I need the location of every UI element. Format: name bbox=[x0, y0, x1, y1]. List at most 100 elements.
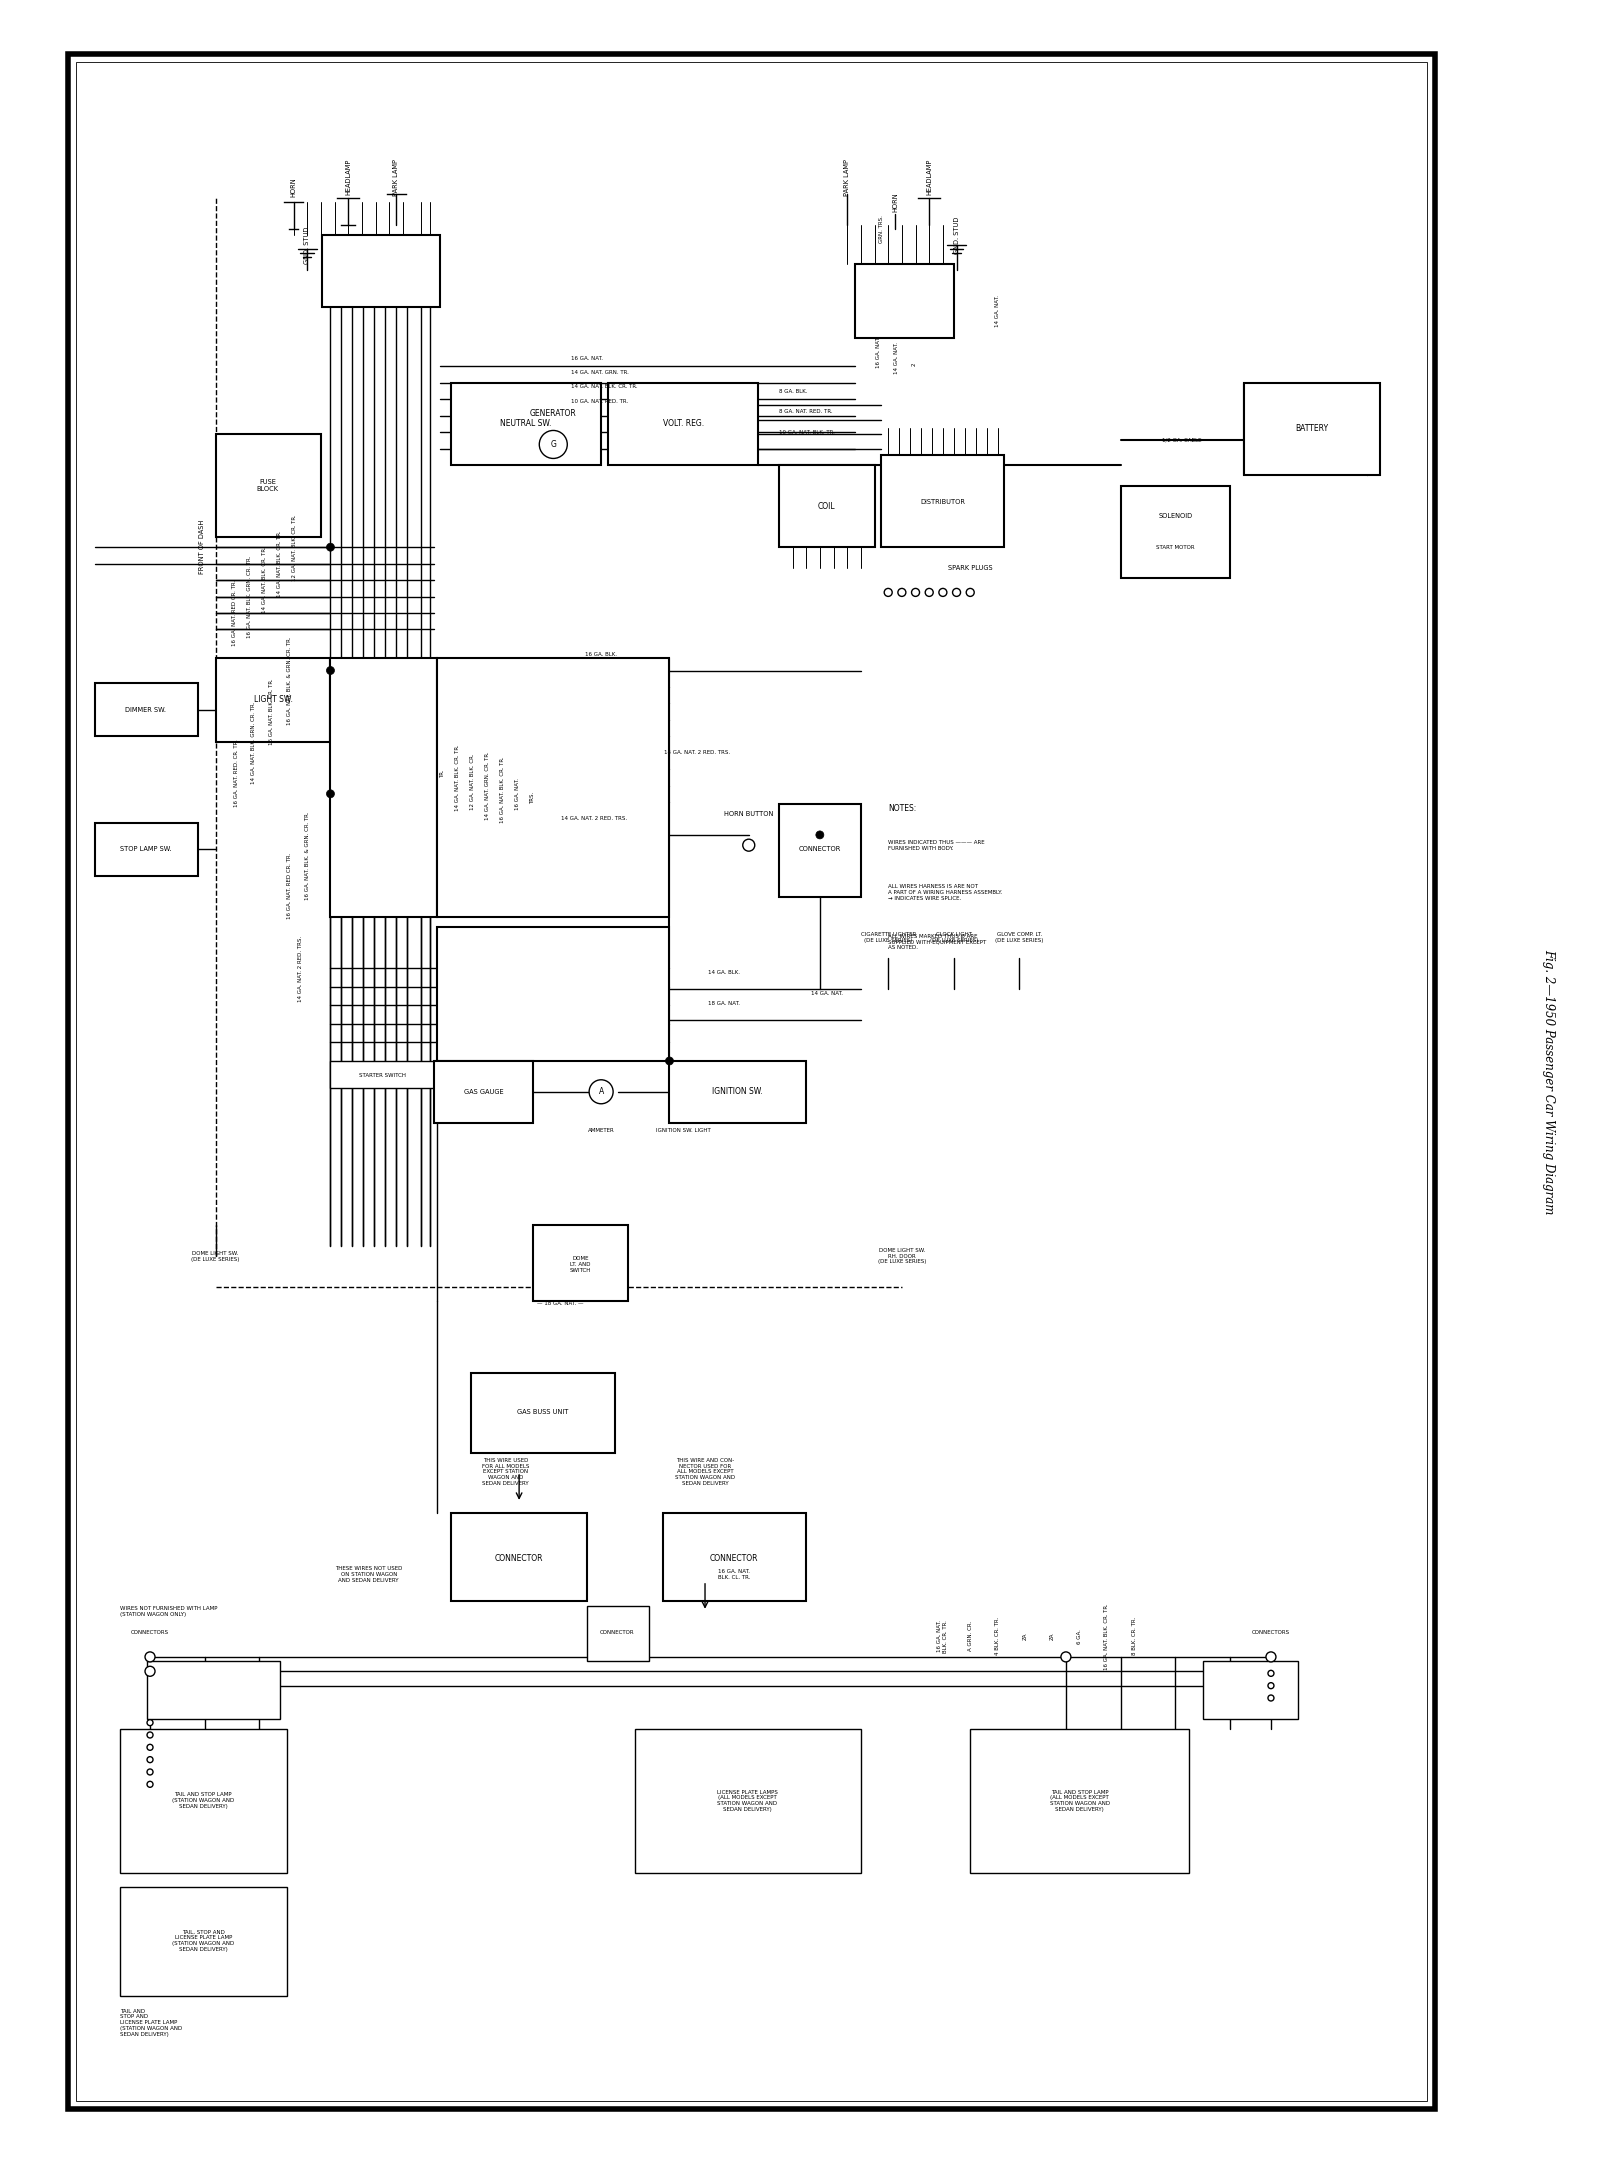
Text: 14 GA. NAT.: 14 GA. NAT. bbox=[995, 294, 1000, 327]
Text: THIS WIRE USED
FOR ALL MODELS
EXCEPT STATION
WAGON AND
SEDAN DELIVERY: THIS WIRE USED FOR ALL MODELS EXCEPT STA… bbox=[482, 1459, 530, 1487]
Bar bbox=[216, 658, 331, 742]
Bar bbox=[856, 264, 954, 338]
Bar bbox=[970, 1729, 1189, 1872]
Bar bbox=[662, 1513, 806, 1601]
Text: AMMETER: AMMETER bbox=[587, 1127, 614, 1134]
Text: THESE WIRES NOT USED
ON STATION WAGON
AND SEDAN DELIVERY: THESE WIRES NOT USED ON STATION WAGON AN… bbox=[334, 1567, 403, 1584]
Text: GENERATOR: GENERATOR bbox=[530, 409, 576, 418]
Text: CONNECTORS: CONNECTORS bbox=[1251, 1629, 1290, 1634]
Text: — 18 GA. NAT. —: — 18 GA. NAT. — bbox=[538, 1301, 584, 1305]
Text: 14 GA. NAT. BLK. CR. TR.: 14 GA. NAT. BLK. CR. TR. bbox=[454, 744, 461, 812]
Circle shape bbox=[966, 589, 974, 597]
Bar bbox=[434, 1060, 533, 1123]
Bar bbox=[669, 1060, 806, 1123]
Bar bbox=[882, 454, 1005, 547]
Text: TRS.: TRS. bbox=[530, 792, 536, 805]
Bar bbox=[1120, 485, 1230, 578]
Bar bbox=[635, 1729, 861, 1872]
Text: 16 GA. NAT.: 16 GA. NAT. bbox=[571, 355, 603, 361]
Bar bbox=[533, 1225, 629, 1301]
Circle shape bbox=[326, 543, 334, 552]
Text: BATTERY: BATTERY bbox=[1296, 424, 1328, 433]
Circle shape bbox=[939, 589, 947, 597]
Text: 16 GA. NAT. BLK. & GRN. CR. TR.: 16 GA. NAT. BLK. & GRN. CR. TR. bbox=[304, 812, 310, 900]
Text: DIMMER SW.: DIMMER SW. bbox=[125, 705, 166, 712]
Text: LIGHT SW.: LIGHT SW. bbox=[254, 695, 293, 703]
Bar bbox=[96, 684, 198, 736]
Text: 12 GA. NAT. BLK. CR.: 12 GA. NAT. BLK. CR. bbox=[470, 753, 475, 809]
Text: THIS WIRE AND CON-
NECTOR USED FOR
ALL MODELS EXCEPT
STATION WAGON AND
SEDAN DEL: THIS WIRE AND CON- NECTOR USED FOR ALL M… bbox=[675, 1459, 734, 1487]
Circle shape bbox=[147, 1768, 154, 1774]
Bar bbox=[608, 383, 758, 465]
Text: 14 GA. NAT.: 14 GA. NAT. bbox=[811, 991, 843, 995]
Text: 8 GA. BLK.: 8 GA. BLK. bbox=[779, 390, 808, 394]
Circle shape bbox=[1267, 1694, 1274, 1701]
Circle shape bbox=[1266, 1651, 1275, 1662]
Circle shape bbox=[326, 790, 334, 799]
Text: DISTRIBUTOR: DISTRIBUTOR bbox=[920, 500, 965, 504]
Text: 18 GA. NAT.: 18 GA. NAT. bbox=[709, 1002, 741, 1006]
Bar bbox=[77, 63, 1427, 2101]
Text: 4 BLK. CR. TR.: 4 BLK. CR. TR. bbox=[995, 1617, 1000, 1655]
Text: DOME LIGHT SW.
RH. DOOR
(DE LUXE SERIES): DOME LIGHT SW. RH. DOOR (DE LUXE SERIES) bbox=[878, 1249, 926, 1264]
Text: HORN BUTTON: HORN BUTTON bbox=[725, 812, 773, 818]
Text: TAIL AND STOP LAMP
(ALL MODELS EXCEPT
STATION WAGON AND
SEDAN DELIVERY): TAIL AND STOP LAMP (ALL MODELS EXCEPT ST… bbox=[1050, 1790, 1110, 1811]
Circle shape bbox=[1061, 1651, 1070, 1662]
Text: IGNITION SW.: IGNITION SW. bbox=[712, 1086, 763, 1097]
Text: 16 GA. NAT.: 16 GA. NAT. bbox=[515, 777, 520, 809]
Text: 14 GA. NAT. GRN. TR.: 14 GA. NAT. GRN. TR. bbox=[571, 370, 629, 374]
Text: FUSE
BLOCK: FUSE BLOCK bbox=[256, 478, 278, 491]
Bar bbox=[779, 805, 861, 896]
Text: STARTER SWITCH: STARTER SWITCH bbox=[358, 1073, 406, 1078]
Text: Fig. 2—1950 Passenger Car Wiring Diagram: Fig. 2—1950 Passenger Car Wiring Diagram bbox=[1542, 950, 1555, 1214]
Text: 12 GA. NAT. BLK. CR. TR.: 12 GA. NAT. BLK. CR. TR. bbox=[293, 513, 298, 580]
Text: IGNITION SW. LIGHT: IGNITION SW. LIGHT bbox=[656, 1127, 710, 1134]
Text: PARK LAMP: PARK LAMP bbox=[845, 158, 850, 195]
Circle shape bbox=[912, 589, 920, 597]
Text: CONNECTOR: CONNECTOR bbox=[798, 846, 842, 853]
Text: 14 GA. NAT. 2 RED. TRS.: 14 GA. NAT. 2 RED. TRS. bbox=[664, 751, 730, 755]
Text: HORN: HORN bbox=[291, 177, 296, 197]
Text: 16 GA. NAT. BLK. & GRN. CR. TR.: 16 GA. NAT. BLK. & GRN. CR. TR. bbox=[286, 636, 291, 725]
Circle shape bbox=[539, 431, 568, 459]
Text: HEADLAMP: HEADLAMP bbox=[346, 160, 352, 195]
Text: A GRN. CR.: A GRN. CR. bbox=[968, 1621, 973, 1651]
Bar bbox=[451, 383, 602, 465]
Circle shape bbox=[146, 1651, 155, 1662]
Text: 16 GA. NAT. BLK. CR. TR.: 16 GA. NAT. BLK. CR. TR. bbox=[501, 757, 506, 822]
Text: DOME
LT. AND
SWITCH: DOME LT. AND SWITCH bbox=[570, 1255, 592, 1272]
Circle shape bbox=[147, 1757, 154, 1764]
Text: 8 BLK. CR. TR.: 8 BLK. CR. TR. bbox=[1131, 1617, 1136, 1655]
Circle shape bbox=[816, 831, 824, 840]
Text: 1/2 GA. CABLE: 1/2 GA. CABLE bbox=[1162, 437, 1202, 444]
Text: NOTES:: NOTES: bbox=[888, 803, 917, 814]
Text: CLOCK LIGHT
(DE LUXE SERIES): CLOCK LIGHT (DE LUXE SERIES) bbox=[930, 933, 978, 944]
Text: VOLT. REG.: VOLT. REG. bbox=[662, 420, 704, 428]
Circle shape bbox=[147, 1731, 154, 1738]
Text: FRONT OF DASH: FRONT OF DASH bbox=[198, 519, 205, 573]
Text: CONNECTOR: CONNECTOR bbox=[600, 1629, 635, 1634]
Text: COIL: COIL bbox=[818, 502, 835, 511]
Bar bbox=[147, 1662, 280, 1718]
Circle shape bbox=[742, 840, 755, 850]
Text: TR.: TR. bbox=[440, 768, 445, 777]
Text: TAIL AND STOP LAMP
(STATION WAGON AND
SEDAN DELIVERY): TAIL AND STOP LAMP (STATION WAGON AND SE… bbox=[173, 1792, 235, 1809]
Text: GRN. TRS.: GRN. TRS. bbox=[878, 214, 883, 242]
Circle shape bbox=[146, 1666, 155, 1677]
Text: STOP LAMP SW.: STOP LAMP SW. bbox=[120, 846, 171, 853]
Text: CONNECTOR: CONNECTOR bbox=[709, 1554, 758, 1562]
Bar bbox=[96, 822, 198, 876]
Text: NEUTRAL SW.: NEUTRAL SW. bbox=[501, 420, 552, 428]
Bar bbox=[451, 1513, 587, 1601]
Bar bbox=[120, 1887, 286, 1995]
Text: LICENSE PLATE LAMPS
(ALL MODELS EXCEPT
STATION WAGON AND
SEDAN DELIVERY): LICENSE PLATE LAMPS (ALL MODELS EXCEPT S… bbox=[717, 1790, 778, 1811]
Text: 2: 2 bbox=[912, 364, 917, 366]
Circle shape bbox=[589, 1080, 613, 1104]
Text: 16 GA. NAT. RED. CR. TR.: 16 GA. NAT. RED. CR. TR. bbox=[234, 740, 238, 807]
Text: 14 GA. NAT. BLK. CR. TR.: 14 GA. NAT. BLK. CR. TR. bbox=[262, 547, 267, 612]
Bar bbox=[437, 928, 669, 1060]
Text: GAS GAUGE: GAS GAUGE bbox=[464, 1088, 504, 1095]
Text: CONNECTORS: CONNECTORS bbox=[131, 1629, 170, 1634]
Text: 8 GA. NAT. RED. TR.: 8 GA. NAT. RED. TR. bbox=[779, 409, 832, 413]
Text: 10 GA. NAT. BLK. TR.: 10 GA. NAT. BLK. TR. bbox=[779, 431, 835, 435]
